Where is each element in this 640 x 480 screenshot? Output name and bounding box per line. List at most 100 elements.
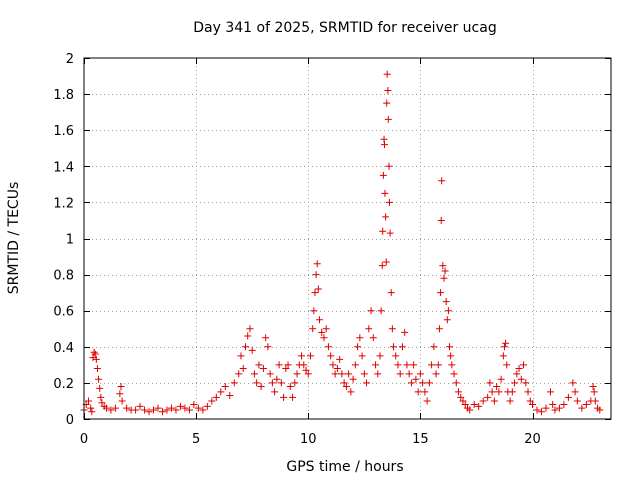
data-point bbox=[309, 325, 317, 333]
data-point bbox=[93, 364, 101, 372]
data-point bbox=[416, 370, 424, 378]
data-point bbox=[434, 361, 442, 369]
data-point bbox=[315, 316, 323, 324]
data-point bbox=[394, 361, 402, 369]
data-point bbox=[136, 402, 144, 410]
data-point bbox=[302, 366, 310, 374]
data-point bbox=[497, 375, 505, 383]
data-point bbox=[515, 364, 523, 372]
data-point bbox=[385, 162, 393, 170]
y-tick-label: 1.8 bbox=[53, 88, 74, 103]
data-point bbox=[446, 343, 454, 351]
data-point bbox=[533, 406, 541, 414]
data-point bbox=[89, 354, 97, 362]
data-point bbox=[150, 406, 158, 414]
data-point bbox=[324, 343, 332, 351]
data-point bbox=[91, 350, 99, 358]
data-point bbox=[92, 355, 100, 363]
data-point bbox=[381, 189, 389, 197]
data-point bbox=[167, 404, 175, 412]
data-point bbox=[459, 397, 467, 405]
data-point bbox=[277, 379, 285, 387]
x-tick-label: 15 bbox=[412, 432, 429, 447]
data-point bbox=[382, 213, 390, 221]
data-point bbox=[349, 375, 357, 383]
data-point bbox=[291, 379, 299, 387]
data-point bbox=[405, 370, 413, 378]
data-point bbox=[217, 388, 225, 396]
data-point bbox=[517, 375, 525, 383]
data-point bbox=[312, 271, 320, 279]
data-point bbox=[479, 397, 487, 405]
data-point bbox=[117, 383, 125, 391]
data-point bbox=[381, 141, 389, 149]
data-point bbox=[379, 171, 387, 179]
data-point bbox=[98, 399, 106, 407]
data-point bbox=[300, 361, 308, 369]
data-point bbox=[455, 388, 463, 396]
data-point bbox=[569, 379, 577, 387]
data-point bbox=[306, 352, 314, 360]
data-point bbox=[526, 397, 534, 405]
data-point bbox=[439, 262, 447, 270]
data-point bbox=[259, 364, 267, 372]
data-point bbox=[354, 343, 362, 351]
data-point bbox=[384, 86, 392, 94]
data-point bbox=[488, 388, 496, 396]
data-point bbox=[293, 370, 301, 378]
data-point bbox=[437, 289, 445, 297]
data-point bbox=[475, 402, 483, 410]
data-point bbox=[313, 260, 321, 268]
data-point bbox=[520, 361, 528, 369]
data-point bbox=[450, 370, 458, 378]
data-point bbox=[500, 343, 508, 351]
data-point bbox=[396, 370, 404, 378]
data-point bbox=[374, 370, 382, 378]
data-point bbox=[508, 388, 516, 396]
data-point bbox=[392, 352, 400, 360]
data-point bbox=[194, 404, 202, 412]
data-point bbox=[358, 352, 366, 360]
data-point bbox=[410, 361, 418, 369]
data-point bbox=[385, 198, 393, 206]
data-point bbox=[444, 307, 452, 315]
data-point bbox=[379, 227, 387, 235]
data-point bbox=[438, 177, 446, 185]
data-point bbox=[461, 401, 469, 409]
data-point bbox=[262, 334, 270, 342]
data-point bbox=[340, 379, 348, 387]
data-point bbox=[365, 325, 373, 333]
data-point bbox=[513, 370, 521, 378]
data-point bbox=[88, 408, 96, 416]
data-point bbox=[466, 406, 474, 414]
data-point bbox=[440, 274, 448, 282]
data-point bbox=[181, 404, 189, 412]
x-tick-label: 0 bbox=[80, 432, 88, 447]
data-point bbox=[221, 383, 229, 391]
data-point bbox=[329, 361, 337, 369]
data-point bbox=[310, 307, 318, 315]
data-point bbox=[591, 397, 599, 405]
data-point bbox=[226, 392, 234, 400]
data-point bbox=[384, 115, 392, 123]
data-point bbox=[376, 352, 384, 360]
data-point bbox=[452, 379, 460, 387]
data-point bbox=[145, 408, 153, 416]
grid-lines bbox=[84, 58, 611, 419]
y-axis-label: SRMTID / TECUs bbox=[6, 182, 22, 295]
data-point bbox=[280, 393, 288, 401]
data-point bbox=[363, 379, 371, 387]
data-point bbox=[435, 325, 443, 333]
data-point bbox=[590, 388, 598, 396]
data-point bbox=[266, 370, 274, 378]
data-point bbox=[378, 262, 386, 270]
data-point bbox=[336, 355, 344, 363]
data-point bbox=[430, 343, 438, 351]
y-tick-label: 0 bbox=[66, 413, 74, 428]
data-point bbox=[457, 393, 465, 401]
plot-frame bbox=[83, 57, 612, 420]
data-point bbox=[503, 361, 511, 369]
data-point bbox=[369, 334, 377, 342]
data-point bbox=[158, 408, 166, 416]
data-point bbox=[271, 388, 279, 396]
